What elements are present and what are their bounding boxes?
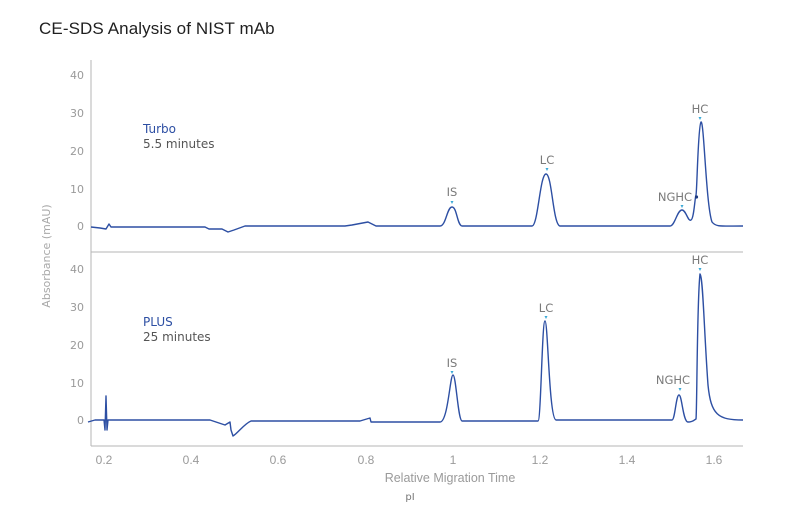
- svg-text:NGHC: NGHC: [658, 190, 692, 204]
- y-axis-label: Absorbance (mAU): [40, 204, 53, 307]
- svg-text:IS: IS: [447, 356, 458, 370]
- y-ticks-top: 40 30 20 10 0: [70, 69, 84, 233]
- svg-text:20: 20: [70, 339, 84, 352]
- svg-text:0.4: 0.4: [183, 453, 200, 467]
- trace-plus: [87, 273, 744, 437]
- svg-text:1.2: 1.2: [532, 453, 549, 467]
- svg-text:0.8: 0.8: [358, 453, 375, 467]
- trace-turbo: [90, 121, 744, 233]
- svg-text:1.4: 1.4: [619, 453, 636, 467]
- svg-text:LC: LC: [539, 301, 553, 315]
- svg-text:HC: HC: [692, 102, 709, 116]
- series-time-turbo: 5.5 minutes: [143, 137, 214, 151]
- svg-text:1: 1: [450, 453, 457, 467]
- svg-text:LC: LC: [540, 153, 554, 167]
- svg-text:NGHC: NGHC: [656, 373, 690, 387]
- svg-text:10: 10: [70, 183, 84, 196]
- svg-text:HC: HC: [692, 253, 709, 267]
- svg-text:20: 20: [70, 145, 84, 158]
- svg-text:40: 40: [70, 69, 84, 82]
- chart-title: CE-SDS Analysis of NIST mAb: [39, 19, 275, 38]
- series-time-plus: 25 minutes: [143, 330, 211, 344]
- svg-text:IS: IS: [447, 185, 458, 199]
- svg-text:10: 10: [70, 377, 84, 390]
- x-ticks: 0.2 0.4 0.6 0.8 1 1.2 1.4 1.6: [96, 453, 723, 467]
- svg-text:40: 40: [70, 263, 84, 276]
- svg-text:30: 30: [70, 301, 84, 314]
- svg-text:30: 30: [70, 107, 84, 120]
- svg-text:0.6: 0.6: [270, 453, 287, 467]
- svg-text:0: 0: [77, 220, 84, 233]
- svg-text:1.6: 1.6: [706, 453, 723, 467]
- peak-markers-top: IS LC NGHC HC: [447, 102, 709, 208]
- svg-text:0: 0: [77, 414, 84, 427]
- axes-frame: [90, 60, 743, 447]
- x-axis-label: Relative Migration Time: [385, 471, 516, 485]
- y-ticks-bottom: 40 30 20 10 0: [70, 263, 84, 427]
- series-label-turbo: Turbo: [142, 122, 176, 136]
- svg-text:0.2: 0.2: [96, 453, 113, 467]
- series-label-plus: PLUS: [143, 315, 173, 329]
- footnote: pI: [405, 492, 414, 503]
- peak-markers-bottom: IS LC NGHC HC: [447, 253, 709, 391]
